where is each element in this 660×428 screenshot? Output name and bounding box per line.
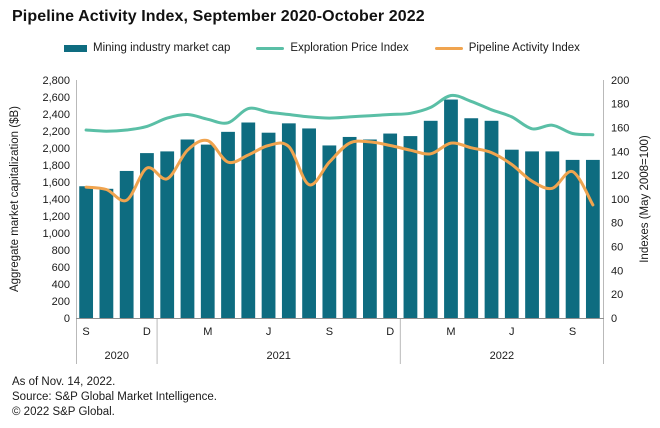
bar-dec-2021 [383, 133, 398, 318]
bar-mar-2022 [444, 99, 458, 318]
right-axis-tick: 200 [611, 75, 629, 87]
month-tick-label: D [386, 326, 394, 338]
left-axis-tick: 400 [52, 279, 70, 291]
left-axis-tick: 2,800 [42, 75, 70, 87]
left-axis-tick: 1,400 [42, 194, 70, 206]
right-axis-tick: 120 [611, 170, 629, 182]
right-axis-tick: 140 [611, 146, 629, 158]
right-axis-tick: 40 [611, 265, 623, 277]
right-axis-tick: 160 [611, 122, 629, 134]
legend-label: Mining industry market cap [93, 42, 231, 54]
right-axis-tick: 20 [611, 289, 623, 301]
month-tick-label: M [446, 326, 455, 338]
bar-swatch-icon [64, 44, 87, 52]
legend: Mining industry market cap Exploration P… [64, 40, 580, 56]
left-axis-tick: 2,400 [42, 109, 70, 121]
bar-apr-2021 [221, 131, 235, 318]
month-tick-label: J [266, 326, 272, 338]
legend-label: Exploration Price Index [290, 42, 409, 54]
bar-feb-2021 [180, 139, 195, 318]
bar-dec-2020 [140, 153, 154, 318]
legend-label: Pipeline Activity Index [468, 42, 580, 54]
left-axis-tick: 800 [52, 245, 70, 257]
legend-item-exploration-price-index: Exploration Price Index [256, 42, 409, 54]
left-axis-tick: 1,800 [42, 160, 70, 172]
line-exploration-price-index [84, 93, 595, 137]
bar-aug-2021 [302, 128, 316, 318]
year-label: 2020 [105, 350, 129, 362]
bar-feb-2022 [423, 120, 438, 318]
bar-jul-2021 [281, 123, 296, 318]
year-label: 2022 [490, 350, 514, 362]
left-axis-tick: 1,000 [42, 228, 70, 240]
line-swatch-icon [256, 46, 285, 50]
bar-aug-2022 [545, 151, 560, 318]
legend-item-mining-market-cap: Mining industry market cap [64, 42, 230, 54]
bar-apr-2022 [464, 118, 479, 318]
footer-as-of: As of Nov. 14, 2022. [12, 376, 116, 388]
right-axis-tick: 80 [611, 218, 623, 230]
right-axis-tick: 180 [611, 99, 629, 111]
month-tick-label: J [509, 326, 515, 338]
month-tick-label: S [326, 326, 333, 338]
line-pipeline-activity-index [84, 138, 595, 207]
month-tick-label: S [569, 326, 576, 338]
bar-sep-2022 [565, 159, 580, 318]
right-axis-tick: 0 [611, 313, 617, 325]
right-axis-tick: 100 [611, 194, 629, 206]
left-axis-tick: 2,000 [42, 143, 70, 155]
footer-source: Source: S&P Global Market Intelligence. [12, 391, 217, 403]
month-tick-label: D [143, 326, 151, 338]
bar-jul-2022 [525, 151, 539, 318]
bar-nov-2021 [363, 139, 377, 318]
bar-jan-2022 [403, 136, 418, 318]
left-axis-tick: 2,600 [42, 92, 70, 104]
footer: As of Nov. 14, 2022. Source: S&P Global … [12, 375, 217, 420]
left-axis-tick: 0 [64, 313, 70, 325]
footer-copyright: © 2022 S&P Global. [12, 406, 115, 418]
month-tick-label: S [82, 326, 89, 338]
bar-oct-2022 [585, 159, 600, 318]
bar-sep-2020 [79, 186, 94, 318]
chart-title: Pipeline Activity Index, September 2020-… [12, 8, 425, 25]
bar-sep-2021 [322, 145, 337, 318]
left-axis-tick: 1,200 [42, 211, 70, 223]
legend-item-pipeline-activity-index: Pipeline Activity Index [434, 42, 580, 54]
month-tick-label: M [203, 326, 212, 338]
year-label: 2021 [266, 350, 290, 362]
bar-jan-2021 [160, 151, 175, 318]
bar-jun-2021 [261, 132, 276, 318]
bar-oct-2021 [342, 136, 357, 318]
bar-may-2021 [241, 122, 256, 318]
bar-nov-2020 [119, 170, 134, 318]
left-axis-tick: 1,600 [42, 177, 70, 189]
line-swatch-icon [434, 46, 463, 50]
left-axis-tick: 600 [52, 262, 70, 274]
bar-oct-2020 [99, 188, 114, 318]
bar-jun-2022 [504, 149, 519, 318]
left-axis-tick: 200 [52, 296, 70, 308]
left-axis-tick: 2,200 [42, 126, 70, 138]
right-axis-tick: 60 [611, 241, 623, 253]
bar-mar-2021 [200, 144, 215, 318]
bar-may-2022 [484, 120, 499, 318]
